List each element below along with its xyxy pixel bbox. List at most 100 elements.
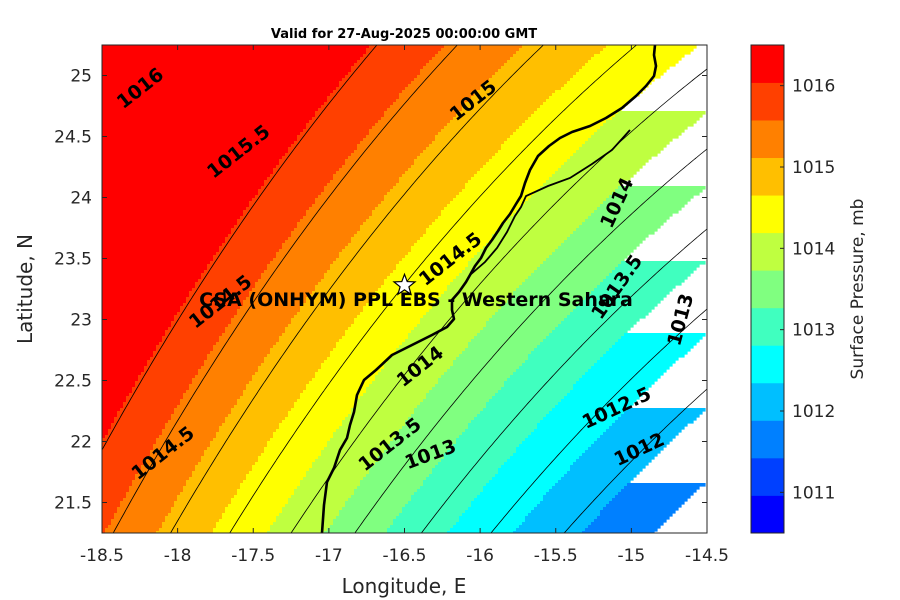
field-cell bbox=[138, 471, 193, 475]
field-cell bbox=[207, 267, 268, 271]
field-cell bbox=[588, 138, 673, 142]
field-cell bbox=[522, 123, 604, 127]
field-cell bbox=[393, 270, 463, 274]
field-cell bbox=[306, 210, 373, 214]
field-cell bbox=[495, 231, 574, 235]
field-cell bbox=[315, 459, 379, 463]
field-cell bbox=[165, 423, 223, 427]
field-cell bbox=[414, 408, 484, 412]
field-cell bbox=[567, 471, 640, 475]
field-cell bbox=[507, 60, 589, 64]
field-cell bbox=[504, 384, 574, 388]
field-cell bbox=[303, 216, 370, 220]
field-cell bbox=[399, 429, 466, 433]
field-cell bbox=[159, 528, 214, 532]
field-cell bbox=[468, 507, 535, 511]
field-cell bbox=[516, 210, 595, 214]
field-cell bbox=[102, 81, 340, 85]
field-cell bbox=[291, 231, 358, 235]
field-cell bbox=[612, 498, 688, 502]
field-cell bbox=[471, 177, 550, 181]
field-cell bbox=[102, 297, 187, 301]
field-cell bbox=[105, 528, 160, 532]
field-cell bbox=[594, 441, 670, 445]
field-cell bbox=[294, 228, 361, 232]
field-cell bbox=[198, 462, 256, 466]
y-tick-label: 21.5 bbox=[54, 494, 92, 514]
field-cell bbox=[366, 135, 436, 139]
field-cell bbox=[327, 441, 391, 445]
field-cell bbox=[102, 438, 157, 442]
colorbar-segment bbox=[751, 82, 784, 121]
field-cell bbox=[480, 411, 550, 415]
field-cell bbox=[357, 315, 424, 319]
field-cell bbox=[510, 456, 580, 460]
field-cell bbox=[573, 75, 661, 79]
field-cell bbox=[321, 450, 385, 454]
field-cell bbox=[300, 306, 364, 310]
field-cell bbox=[213, 345, 274, 349]
field-cell bbox=[219, 246, 283, 250]
field-cell bbox=[102, 387, 133, 391]
field-cell bbox=[102, 108, 319, 112]
colorbar-segment bbox=[751, 307, 784, 346]
field-cell bbox=[192, 378, 253, 382]
field-cell bbox=[489, 399, 562, 403]
field-cell bbox=[162, 336, 220, 340]
field-cell bbox=[372, 213, 442, 217]
field-cell bbox=[114, 417, 172, 421]
field-cell bbox=[567, 315, 646, 319]
field-cell bbox=[516, 288, 595, 292]
field-cell bbox=[396, 183, 466, 187]
field-cell bbox=[258, 192, 322, 196]
field-cell bbox=[228, 414, 289, 418]
field-cell bbox=[309, 207, 376, 211]
field-cell bbox=[183, 489, 238, 493]
field-cell bbox=[468, 180, 547, 184]
field-cell bbox=[579, 456, 655, 460]
field-cell bbox=[345, 246, 412, 250]
field-cell bbox=[600, 282, 682, 286]
field-cell bbox=[102, 486, 130, 490]
field-cell bbox=[102, 471, 139, 475]
field-cell bbox=[489, 78, 571, 82]
field-cell bbox=[369, 216, 439, 220]
field-cell bbox=[135, 384, 190, 388]
field-cell bbox=[483, 408, 553, 412]
field-cell bbox=[102, 99, 328, 103]
field-cell bbox=[606, 120, 697, 124]
field-cell bbox=[195, 465, 253, 469]
field-cell bbox=[582, 66, 670, 70]
field-cell bbox=[132, 480, 187, 484]
field-cell bbox=[102, 204, 250, 208]
field-cell bbox=[192, 474, 247, 478]
field-cell bbox=[108, 432, 163, 436]
field-cell bbox=[102, 420, 115, 424]
field-cell bbox=[174, 411, 232, 415]
field-cell bbox=[420, 321, 487, 325]
field-cell bbox=[453, 360, 526, 364]
field-cell bbox=[318, 282, 385, 286]
field-cell bbox=[258, 369, 319, 373]
field-cell bbox=[102, 363, 148, 367]
field-cell bbox=[618, 417, 697, 421]
field-cell bbox=[597, 438, 673, 442]
field-cell bbox=[240, 396, 301, 400]
y-tick-label: 22.5 bbox=[54, 372, 92, 392]
field-cell bbox=[420, 69, 499, 73]
field-cell bbox=[297, 225, 361, 229]
field-cell bbox=[528, 435, 601, 439]
field-cell bbox=[357, 231, 427, 235]
field-cell bbox=[285, 240, 352, 244]
field-cell bbox=[522, 282, 601, 286]
field-cell bbox=[345, 333, 409, 337]
field-cell bbox=[453, 117, 529, 121]
field-cell bbox=[519, 285, 598, 289]
field-cell bbox=[525, 360, 598, 364]
field-cell bbox=[468, 261, 544, 265]
field-cell bbox=[519, 126, 601, 130]
field-cell bbox=[438, 297, 511, 301]
field-cell bbox=[504, 462, 574, 466]
colorbar-tick-label: 1016 bbox=[792, 77, 835, 97]
field-cell bbox=[102, 408, 121, 412]
